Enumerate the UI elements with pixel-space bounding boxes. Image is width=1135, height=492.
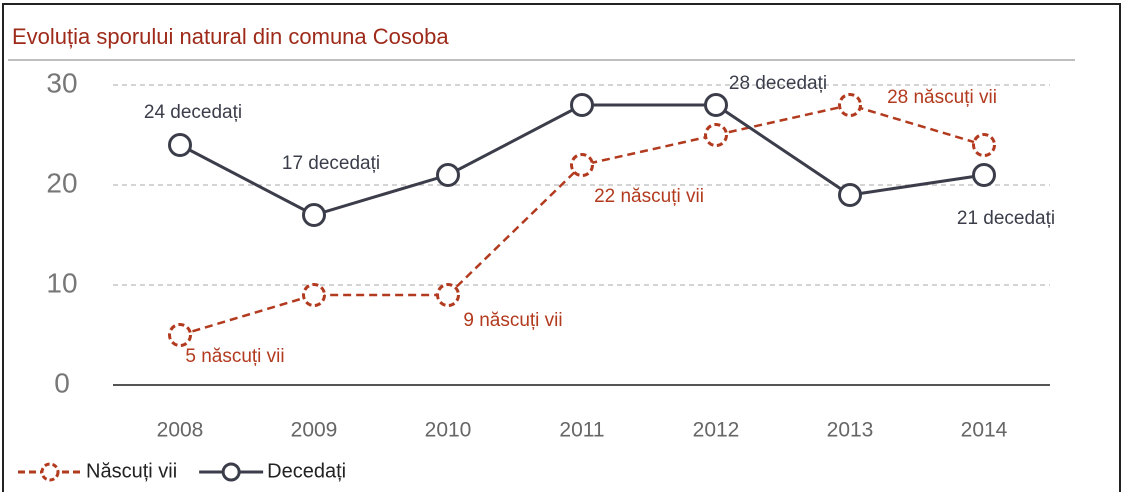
- x-tick-label: 2008: [157, 419, 204, 442]
- data-label: 21 decedați: [957, 208, 1055, 229]
- y-tick-label: 20: [46, 167, 77, 198]
- point-marker: [704, 93, 728, 117]
- legend-marker: [221, 462, 241, 482]
- y-tick-label: 10: [46, 267, 77, 298]
- point-marker: [972, 133, 996, 157]
- point-marker: [838, 93, 862, 117]
- point-marker: [436, 283, 460, 307]
- point-marker: [838, 183, 862, 207]
- series-line: [179, 103, 985, 337]
- legend-marker: [40, 462, 60, 482]
- chart-title: Evoluția sporului natural din comuna Cos…: [12, 24, 449, 49]
- point-marker: [168, 133, 192, 157]
- data-label: 22 născuți vii: [594, 186, 704, 207]
- y-tick-label: 30: [46, 67, 77, 98]
- point-marker: [570, 93, 594, 117]
- data-label: 28 decedați: [729, 73, 827, 94]
- point-marker: [302, 203, 326, 227]
- point-marker: [436, 163, 460, 187]
- data-label: 9 născuți vii: [463, 310, 562, 331]
- point-marker: [168, 323, 192, 347]
- x-tick-label: 2013: [827, 419, 874, 442]
- frame: [2, 3, 1121, 492]
- point-marker: [704, 123, 728, 147]
- x-tick-label: 2010: [425, 419, 472, 442]
- x-tick-label: 2011: [559, 419, 604, 442]
- data-label: 28 născuți vii: [887, 87, 997, 108]
- point-marker: [302, 283, 326, 307]
- data-label: 5 născuți vii: [185, 346, 284, 367]
- x-tick-label: 2012: [693, 419, 740, 442]
- legend-label: Decedați: [267, 460, 346, 482]
- legend-label: Născuți vii: [86, 460, 177, 482]
- x-tick-label: 2014: [961, 419, 1008, 442]
- point-marker: [570, 153, 594, 177]
- y-tick-label: 0: [54, 367, 70, 398]
- data-label: 17 decedați: [282, 153, 380, 174]
- x-tick-label: 2009: [291, 419, 338, 442]
- point-marker: [972, 163, 996, 187]
- data-label: 24 decedați: [144, 102, 242, 123]
